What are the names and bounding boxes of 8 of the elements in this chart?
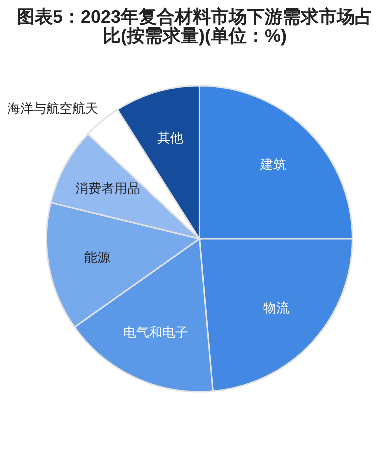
slice-label: 电气和电子 [123, 324, 188, 340]
slice-label: 物流 [263, 300, 290, 316]
slice-label: 消费者用品 [76, 180, 141, 196]
slice-label: 能源 [84, 250, 111, 265]
slice-label: 其他 [158, 130, 184, 146]
chart-title: 图表5：2023年复合材料市场下游需求市场占比(按需求量)(单位：%) [16, 7, 374, 46]
slice-label: 建筑 [259, 156, 286, 172]
slice-label: 海洋与航空航天 [7, 101, 98, 116]
